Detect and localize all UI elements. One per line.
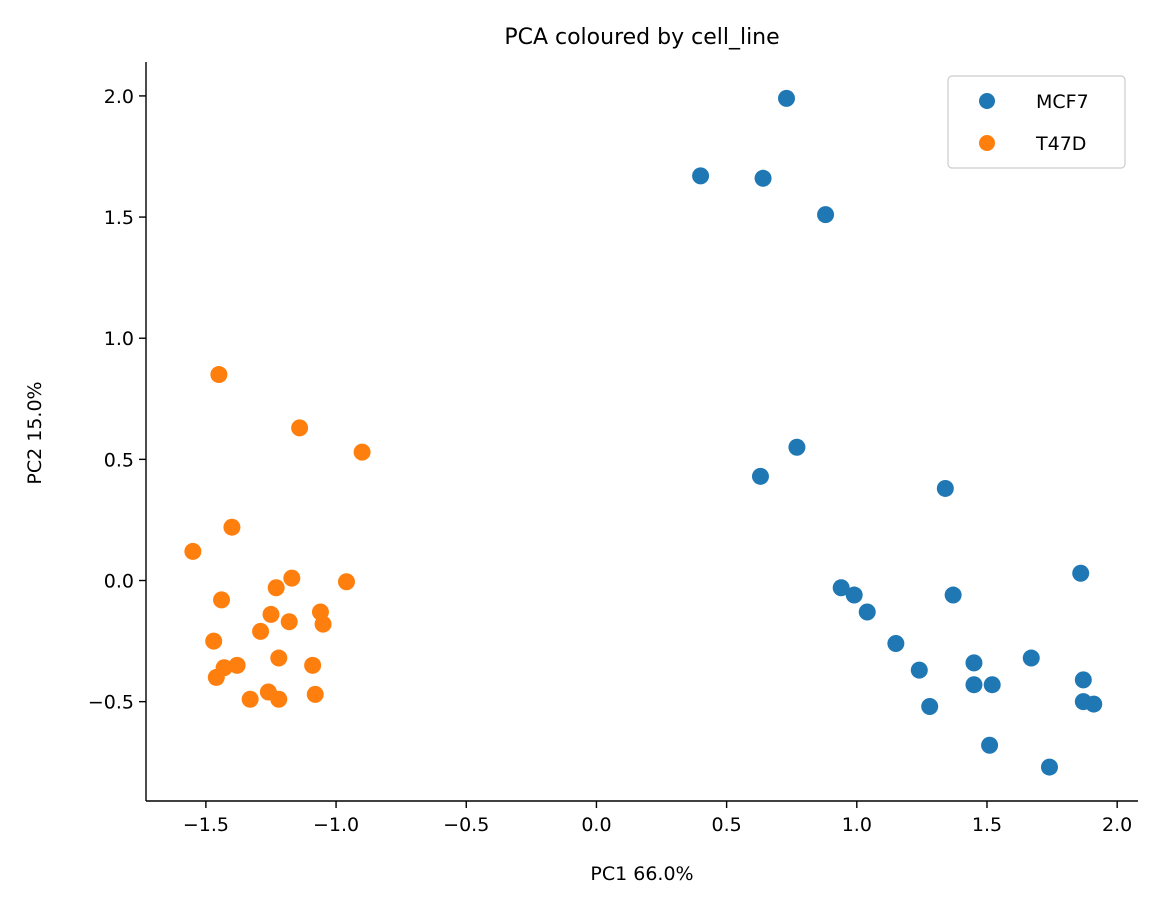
x-tick-label: 1.0	[842, 814, 872, 836]
point-t47d	[267, 579, 285, 597]
x-ticks: −1.5 −1.0 −0.5 0.0 0.5 1.0 1.5 2.0	[183, 801, 1132, 836]
point-mcf7	[981, 736, 999, 754]
point-mcf7	[788, 438, 806, 456]
y-tick-label: 1.5	[104, 207, 134, 229]
point-t47d	[207, 668, 225, 686]
point-t47d	[337, 573, 355, 591]
x-tick-label: −0.5	[443, 814, 489, 836]
x-tick-label: −1.0	[313, 814, 359, 836]
point-mcf7	[983, 676, 1001, 694]
point-t47d	[241, 690, 259, 708]
point-t47d	[304, 656, 322, 674]
point-mcf7	[921, 698, 939, 716]
point-mcf7	[754, 169, 772, 187]
x-tick-label: 2.0	[1102, 814, 1132, 836]
x-tick-label: −1.5	[183, 814, 229, 836]
point-mcf7	[1085, 695, 1103, 713]
point-mcf7	[778, 89, 796, 107]
plot-area: −1.5 −1.0 −0.5 0.0 0.5 1.0 1.5 2.0 −0.5 0.0 0.5 1.…	[88, 62, 1138, 836]
y-ticks: −0.5 0.0 0.5 1.0 1.5 2.0	[88, 86, 146, 714]
point-mcf7	[1040, 758, 1058, 776]
point-t47d	[306, 685, 324, 703]
y-tick-label: 1.0	[104, 328, 134, 350]
point-mcf7	[858, 603, 876, 621]
point-mcf7	[1072, 564, 1090, 582]
point-mcf7	[965, 654, 983, 672]
point-mcf7	[1074, 671, 1092, 689]
point-mcf7	[910, 661, 928, 679]
point-mcf7	[936, 479, 954, 497]
point-mcf7	[845, 586, 863, 604]
point-t47d	[213, 591, 231, 609]
point-t47d	[252, 622, 270, 640]
point-t47d	[184, 542, 202, 560]
legend-marker-mcf7	[979, 93, 995, 109]
point-mcf7	[1022, 649, 1040, 667]
x-tick-label: 0.0	[581, 814, 611, 836]
x-axis-label: PC1 66.0%	[590, 863, 693, 885]
point-mcf7	[692, 167, 710, 185]
x-tick-label: 1.5	[972, 814, 1002, 836]
point-t47d	[353, 443, 371, 461]
point-t47d	[223, 518, 241, 536]
point-t47d	[283, 569, 301, 587]
chart-title: PCA coloured by cell_line	[504, 25, 779, 50]
point-mcf7	[751, 467, 769, 485]
point-t47d	[280, 613, 298, 631]
point-t47d	[270, 690, 288, 708]
y-tick-label: −0.5	[88, 692, 134, 714]
y-tick-label: 0.0	[104, 571, 134, 593]
point-t47d	[205, 632, 223, 650]
y-tick-label: 2.0	[104, 86, 134, 108]
point-t47d	[314, 615, 332, 633]
data-points	[184, 89, 1103, 776]
legend: MCF7 T47D	[947, 75, 1126, 169]
legend-label-t47d: T47D	[1035, 133, 1086, 155]
point-t47d	[228, 656, 246, 674]
point-mcf7	[832, 579, 850, 597]
y-axis-label: PC2 15.0%	[24, 381, 46, 484]
y-tick-label: 0.5	[104, 449, 134, 471]
point-t47d	[291, 419, 309, 437]
legend-label-mcf7: MCF7	[1036, 91, 1089, 113]
point-t47d	[262, 605, 280, 623]
point-t47d	[270, 649, 288, 667]
x-tick-label: 0.5	[712, 814, 742, 836]
point-mcf7	[965, 676, 983, 694]
point-mcf7	[887, 635, 905, 653]
point-t47d	[210, 366, 228, 384]
point-mcf7	[817, 206, 835, 224]
point-mcf7	[944, 586, 962, 604]
legend-marker-t47d	[979, 135, 995, 151]
